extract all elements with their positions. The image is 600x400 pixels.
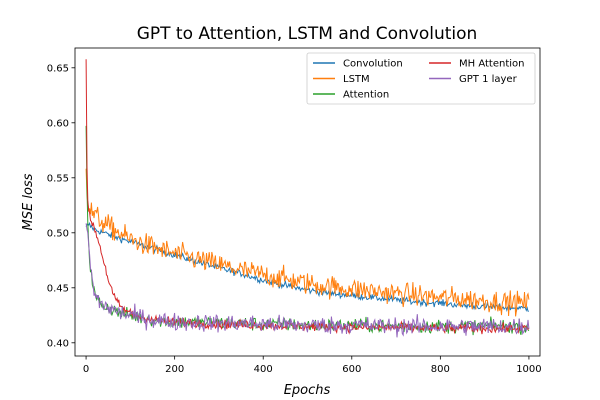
series-line-gpt-1-layer bbox=[85, 223, 530, 338]
series-line-attention bbox=[85, 125, 530, 336]
legend-label-attention: Attention bbox=[343, 90, 389, 101]
y-tick-label: 0.55 bbox=[47, 173, 69, 184]
legend-label-mh-attention: MH Attention bbox=[459, 59, 524, 70]
y-tick-label: 0.50 bbox=[47, 228, 69, 239]
y-tick-label: 0.65 bbox=[47, 63, 69, 74]
plot-frame bbox=[74, 47, 541, 357]
x-tick-label: 200 bbox=[165, 364, 184, 375]
legend-box bbox=[306, 52, 536, 105]
x-tick-label: 0 bbox=[83, 364, 89, 375]
legend: Convolution LSTM Attention MH Attention GPT … bbox=[306, 52, 536, 105]
y-tick-label: 0.60 bbox=[47, 118, 69, 129]
y-tick-label: 0.45 bbox=[47, 283, 69, 294]
series-line-lstm bbox=[85, 168, 530, 317]
x-tick-label: 800 bbox=[431, 364, 450, 375]
y-tick-label: 0.40 bbox=[47, 338, 69, 349]
legend-label-convolution: Convolution bbox=[343, 59, 403, 70]
x-axis: 0 200 400 600 800 1000 bbox=[83, 356, 542, 375]
legend-label-lstm: LSTM bbox=[343, 74, 370, 85]
x-tick-label: 600 bbox=[342, 364, 361, 375]
x-tick-label: 400 bbox=[254, 364, 273, 375]
y-axis: 0.40 0.45 0.50 0.55 0.60 0.65 bbox=[47, 63, 75, 349]
legend-label-gpt-1-layer: GPT 1 layer bbox=[459, 74, 518, 85]
series-layer bbox=[85, 59, 530, 338]
series-line-convolution bbox=[85, 221, 529, 313]
y-axis-label: MSE loss bbox=[21, 173, 36, 230]
chart-title: GPT to Attention, LSTM and Convolution bbox=[137, 24, 478, 44]
x-tick-label: 1000 bbox=[516, 364, 541, 375]
x-axis-label: Epochs bbox=[284, 383, 331, 398]
